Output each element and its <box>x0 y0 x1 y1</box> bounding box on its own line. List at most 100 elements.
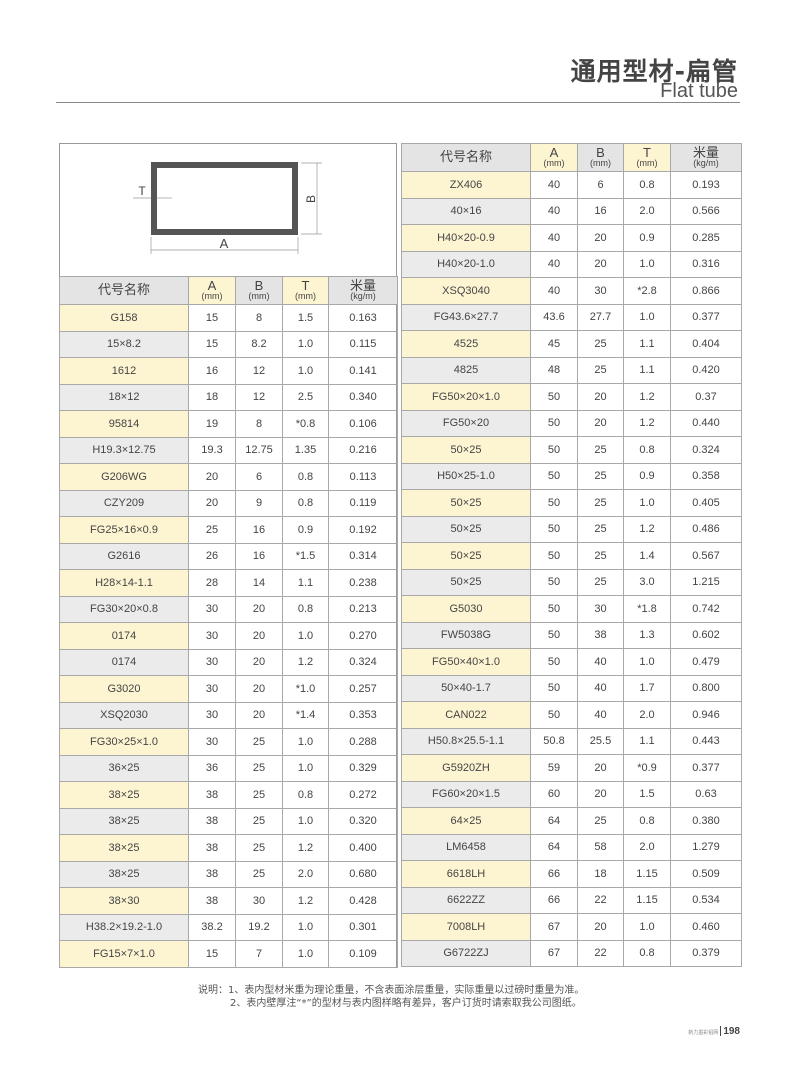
cell-w: 0.460 <box>670 913 742 941</box>
cell-t: 0.8 <box>282 489 329 517</box>
cell-w: 0.443 <box>670 727 742 755</box>
table-row: 50×40-1.7 50 40 1.7 0.800 <box>401 674 742 702</box>
header-t-unit: (mm) <box>295 290 316 301</box>
cell-a: 50 <box>530 568 578 596</box>
table-row: FG43.6×27.7 43.6 27.7 1.0 0.377 <box>401 303 742 331</box>
table-row: LM6458 64 58 2.0 1.279 <box>401 833 742 861</box>
cell-a: 15 <box>188 304 236 332</box>
cell-code-name: G158 <box>59 304 189 332</box>
cell-a: 50 <box>530 701 578 729</box>
cell-t: 1.0 <box>623 303 671 331</box>
cell-t: 1.15 <box>623 886 671 914</box>
header-w-unit: (kg/m) <box>693 157 719 168</box>
cell-a: 50 <box>530 462 578 490</box>
cell-a: 50 <box>530 595 578 623</box>
cell-w: 0.320 <box>328 807 398 835</box>
table-row: FG60×20×1.5 60 20 1.5 0.63 <box>401 780 742 808</box>
cell-t: 1.0 <box>282 357 329 385</box>
cell-a: 50 <box>530 436 578 464</box>
cell-b: 25 <box>577 489 624 517</box>
cell-w: 0.238 <box>328 569 398 597</box>
cell-t: 0.8 <box>282 463 329 491</box>
cell-b: 25 <box>235 728 283 756</box>
cell-a: 30 <box>188 595 236 623</box>
table-row: CZY209 20 9 0.8 0.119 <box>59 489 398 517</box>
cell-b: 40 <box>577 674 624 702</box>
cell-a: 30 <box>188 701 236 729</box>
cell-w: 0.400 <box>328 834 398 862</box>
dimension-a-label: A <box>220 236 229 251</box>
cell-code-name: 38×25 <box>59 807 189 835</box>
table-header-row: 代号名称 A (mm) B (mm) T (mm) 米量 (kg/m) <box>59 276 398 305</box>
cell-code-name: 6618LH <box>401 860 531 888</box>
cell-t: 0.8 <box>623 939 671 967</box>
cell-w: 0.113 <box>328 463 398 491</box>
cell-t: *1.0 <box>282 675 329 703</box>
table-row: 50×25 50 25 1.4 0.567 <box>401 542 742 570</box>
cell-t: 1.0 <box>282 807 329 835</box>
cell-a: 50 <box>530 489 578 517</box>
table-row: FG30×20×0.8 30 20 0.8 0.213 <box>59 595 398 623</box>
cell-a: 50.8 <box>530 727 578 755</box>
table-row: XSQ3040 40 30 *2.8 0.866 <box>401 277 742 305</box>
footer-divider <box>720 1026 722 1037</box>
table-row: 50×25 50 25 1.0 0.405 <box>401 489 742 517</box>
cell-code-name: 4525 <box>401 330 531 358</box>
cell-t: 1.7 <box>623 674 671 702</box>
cell-code-name: H38.2×19.2-1.0 <box>59 913 189 941</box>
cell-a: 64 <box>530 807 578 835</box>
cell-code-name: FG50×20 <box>401 409 531 437</box>
header-w-label: 米量 <box>349 277 376 293</box>
table-row: H50×25-1.0 50 25 0.9 0.358 <box>401 462 742 490</box>
cell-code-name: FG30×25×1.0 <box>59 728 189 756</box>
table-row: 4525 45 25 1.1 0.404 <box>401 330 742 358</box>
cell-t: 1.0 <box>282 728 329 756</box>
cell-a: 38 <box>188 781 236 809</box>
cell-w: 0.301 <box>328 913 398 941</box>
header-b: B (mm) <box>577 143 624 172</box>
cell-code-name: H19.3×12.75 <box>59 436 189 464</box>
cell-t: 1.0 <box>623 913 671 941</box>
cell-code-name: H40×20-1.0 <box>401 250 531 278</box>
cell-w: 0.63 <box>670 780 742 808</box>
table-row: 64×25 64 25 0.8 0.380 <box>401 807 742 835</box>
cell-w: 0.193 <box>670 171 742 199</box>
cell-w: 0.329 <box>328 754 398 782</box>
table-row: 1612 16 12 1.0 0.141 <box>59 357 398 385</box>
dimension-t-label: T <box>138 184 146 198</box>
cell-w: 1.215 <box>670 568 742 596</box>
cell-a: 18 <box>188 383 236 411</box>
cell-t: 1.2 <box>623 383 671 411</box>
cell-w: 0.324 <box>670 436 742 464</box>
cell-code-name: H28×14-1.1 <box>59 569 189 597</box>
header-t-label: T <box>301 277 310 293</box>
cell-w: 0.420 <box>670 356 742 384</box>
cell-a: 48 <box>530 356 578 384</box>
header-w: 米量 (kg/m) <box>670 143 742 172</box>
cell-w: 0.213 <box>328 595 398 623</box>
page-footer: 新力墨彩铝网 198 <box>688 1026 740 1037</box>
cell-t: 0.8 <box>282 595 329 623</box>
cell-t: 1.5 <box>623 780 671 808</box>
cell-w: 0.340 <box>328 383 398 411</box>
cell-a: 30 <box>188 728 236 756</box>
cell-t: 0.8 <box>623 807 671 835</box>
cell-b: 16 <box>235 516 283 544</box>
cell-code-name: FG25×16×0.9 <box>59 516 189 544</box>
cell-a: 60 <box>530 780 578 808</box>
cell-w: 0.216 <box>328 436 398 464</box>
cell-t: 1.4 <box>623 542 671 570</box>
cell-t: 0.9 <box>282 516 329 544</box>
header-a-unit: (mm) <box>543 157 565 168</box>
table-row: 38×25 38 25 1.0 0.320 <box>59 807 398 835</box>
cell-b: 6 <box>577 171 624 199</box>
cell-code-name: XSQ3040 <box>401 277 531 305</box>
cell-a: 30 <box>188 622 236 650</box>
cell-b: 25 <box>235 860 283 888</box>
cell-w: 0.316 <box>670 250 742 278</box>
cell-w: 0.800 <box>670 674 742 702</box>
header-a: A (mm) <box>188 276 236 305</box>
right-spec-table: 代号名称 A (mm) B (mm) T (mm) 米量 (kg/m) ZX406 40 6 0.8 0.… <box>401 143 742 967</box>
cell-b: 14 <box>235 569 283 597</box>
cell-b: 20 <box>235 622 283 650</box>
